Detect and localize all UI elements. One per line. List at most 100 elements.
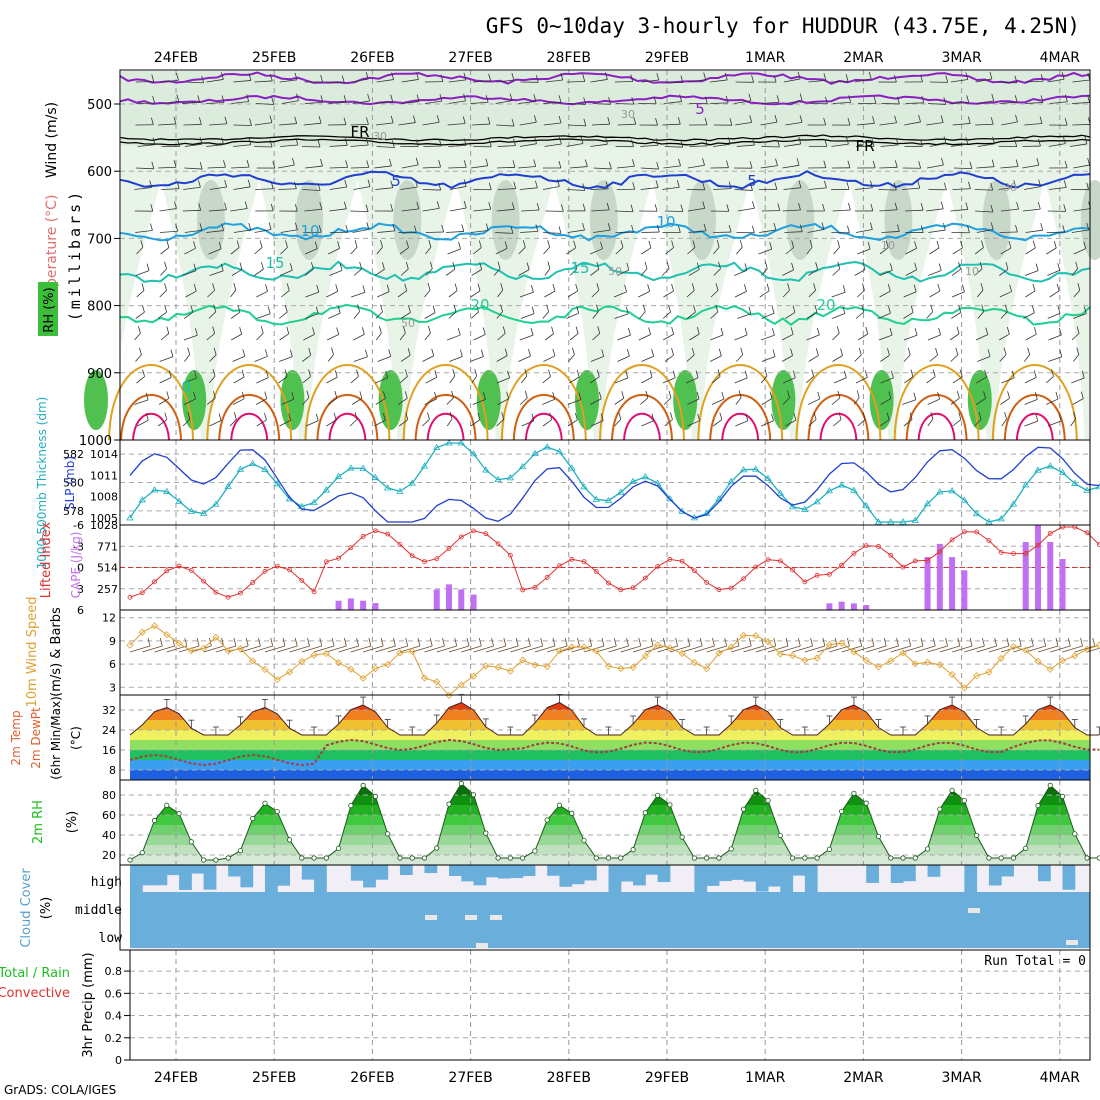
- cloud-level-low: low: [99, 931, 123, 946]
- svg-text:1005: 1005: [90, 512, 118, 525]
- svg-text:0: 0: [77, 562, 84, 575]
- svg-text:0.4: 0.4: [105, 1010, 123, 1023]
- svg-text:60: 60: [102, 809, 116, 822]
- contour-label: 10: [881, 239, 895, 252]
- pressure-tick-700: 700: [87, 232, 112, 247]
- pressure-tick-500: 500: [87, 98, 112, 113]
- contour-label: 30: [373, 130, 387, 143]
- cape-bar: [949, 557, 956, 610]
- ylabel-wind: Wind (m/s): [44, 102, 60, 178]
- cloud-level-high: high: [91, 875, 122, 890]
- date-top-25FEB: 25FEB: [252, 50, 296, 66]
- svg-text:0: 0: [115, 1054, 122, 1067]
- ylabel-millibars: (millibars): [66, 189, 84, 321]
- contour-label: 5: [695, 100, 705, 118]
- svg-text:20: 20: [102, 849, 116, 862]
- contour-label: FR: [855, 137, 874, 155]
- date-bottom-27FEB: 27FEB: [448, 1070, 492, 1086]
- precip-panel: 0.8 0.6 0.4 0.2 0 Run Total = 0 Total / Rain…: [0, 949, 1091, 1067]
- thickness-slp-panel: 582 580 578 1014 1011 1008 1005 1000-500mb Thi…: [35, 397, 1100, 570]
- pressure-tick-800: 800: [87, 300, 112, 315]
- contour-label: 10: [656, 213, 675, 231]
- ylabel-wind10m: 10m Wind Speed: [25, 597, 40, 708]
- upper-air-panel: FR FR 5 5 5 10 10 15 15 20 20 0 30 30 30 50 50 10 10 500 60…: [38, 69, 1100, 449]
- cape-bar: [458, 589, 465, 610]
- date-top-1MAR: 1MAR: [745, 50, 786, 66]
- ylabel-rh2m-unit: (%): [65, 811, 80, 834]
- contour-label: 50: [401, 317, 415, 330]
- svg-text:24: 24: [102, 724, 116, 737]
- wind-barbs: [134, 71, 1091, 427]
- top-date-axis: 24FEB 25FEB 26FEB 27FEB 28FEB 29FEB 1MAR 2MAR 3M…: [154, 50, 1080, 66]
- contour-label: 10: [300, 222, 319, 240]
- date-top-27FEB: 27FEB: [448, 50, 492, 66]
- cape-bar: [1047, 542, 1054, 610]
- contour-label: 5: [747, 172, 757, 190]
- pressure-tick-1000: 1000: [79, 434, 112, 449]
- ylabel-lifted-index: Lifted Index: [39, 521, 54, 598]
- svg-text:6: 6: [77, 604, 84, 617]
- date-bottom-25FEB: 25FEB: [252, 1070, 296, 1086]
- chart-title: GFS 0~10day 3-hourly for HUDDUR (43.75E,…: [486, 14, 1080, 38]
- cape-bar: [826, 603, 833, 610]
- run-total: Run Total = 0: [984, 954, 1086, 969]
- ylabel-temp1: 2m Temp: [9, 710, 23, 765]
- cape-bar: [924, 557, 931, 610]
- svg-text:582: 582: [63, 448, 84, 461]
- cape-bar: [446, 584, 453, 610]
- footer-credit: GrADS: COLA/IGES: [4, 1083, 116, 1097]
- svg-text:80: 80: [102, 789, 116, 802]
- date-top-29FEB: 29FEB: [645, 50, 689, 66]
- contour-label: 5: [391, 172, 401, 190]
- pressure-ticks: 500 600 700 800 900 1000: [79, 98, 120, 449]
- ylabel-thickness: 1000-500mb Thickness (dm): [35, 397, 49, 570]
- ylabel-rh: RH (%): [42, 287, 57, 332]
- contour-label: 50: [608, 265, 622, 278]
- cape-bar: [347, 598, 354, 610]
- cloud-cover-panel: high middle low Cloud Cover (%): [19, 864, 1091, 951]
- contour-label: 30: [1003, 181, 1017, 194]
- svg-text:6: 6: [109, 658, 116, 671]
- temperature-contours: [108, 71, 1091, 441]
- ylabel-cloud: Cloud Cover: [19, 868, 34, 948]
- rh-shading: [84, 71, 1100, 440]
- date-bottom-3MAR: 3MAR: [941, 1070, 982, 1086]
- ylabel-temp2: 2m DewPt: [29, 707, 43, 769]
- svg-text:257: 257: [97, 583, 118, 596]
- date-bottom-2MAR: 2MAR: [843, 1070, 884, 1086]
- ylabel-rh2m: 2m RH: [31, 800, 46, 844]
- contour-label: 20: [816, 296, 835, 314]
- contour-label: 15: [570, 259, 589, 277]
- svg-text:580: 580: [63, 477, 84, 490]
- svg-text:-6: -6: [73, 519, 84, 532]
- date-top-2MAR: 2MAR: [843, 50, 884, 66]
- bottom-date-axis: 24FEB 25FEB 26FEB 27FEB 28FEB 29FEB 1MAR 2MAR 3M…: [154, 1070, 1080, 1086]
- svg-text:1014: 1014: [90, 448, 118, 461]
- svg-text:0.6: 0.6: [105, 987, 123, 1000]
- date-top-24FEB: 24FEB: [154, 50, 198, 66]
- svg-text:0.2: 0.2: [105, 1032, 123, 1045]
- date-bottom-28FEB: 28FEB: [547, 1070, 591, 1086]
- ylabel-precip1: Total / Rain: [0, 966, 70, 981]
- svg-text:40: 40: [102, 829, 116, 842]
- cape-bar: [360, 600, 367, 610]
- wind10m-panel: 12 9 6 3 10m Wind Speed (m/s) & Barbs: [25, 597, 1100, 708]
- date-top-28FEB: 28FEB: [547, 50, 591, 66]
- svg-text:-3: -3: [73, 540, 84, 553]
- contour-label: FR: [350, 123, 369, 141]
- cloud-level-middle: middle: [75, 903, 122, 918]
- svg-text:578: 578: [63, 505, 84, 518]
- cape-bar: [335, 600, 342, 610]
- svg-text:8: 8: [109, 764, 116, 777]
- contour-label: 10: [965, 265, 979, 278]
- cape-bar: [372, 603, 379, 610]
- pressure-tick-900: 900: [87, 367, 112, 382]
- cape-bar: [961, 570, 968, 610]
- svg-text:3: 3: [109, 681, 116, 694]
- date-top-3MAR: 3MAR: [941, 50, 982, 66]
- date-top-4MAR: 4MAR: [1040, 50, 1081, 66]
- cape-bar: [838, 601, 845, 610]
- date-bottom-24FEB: 24FEB: [154, 1070, 198, 1086]
- cape-bar: [470, 594, 477, 610]
- svg-text:0.8: 0.8: [105, 965, 123, 978]
